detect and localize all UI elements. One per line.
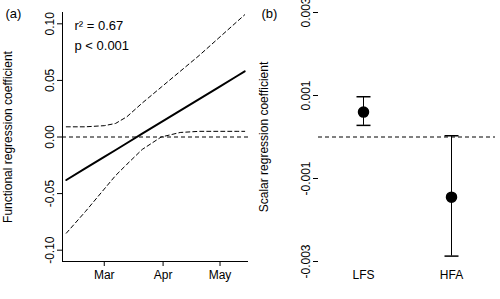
svg-text:-0.10: -0.10 <box>43 236 57 264</box>
svg-text:0.10: 0.10 <box>43 12 57 36</box>
svg-text:-0.05: -0.05 <box>43 180 57 208</box>
svg-text:-0.001: -0.001 <box>299 161 313 195</box>
svg-text:May: May <box>209 268 232 282</box>
svg-text:p < 0.001: p < 0.001 <box>75 38 130 53</box>
svg-text:0.00: 0.00 <box>43 125 57 149</box>
svg-text:(b): (b) <box>262 6 278 21</box>
svg-text:Mar: Mar <box>94 268 115 282</box>
svg-text:(a): (a) <box>6 6 22 21</box>
svg-text:r² = 0.67: r² = 0.67 <box>75 18 124 33</box>
svg-text:HFA: HFA <box>440 268 463 282</box>
svg-text:0.05: 0.05 <box>43 68 57 92</box>
svg-text:Scalar regression coefficient: Scalar regression coefficient <box>257 61 271 212</box>
svg-text:0.003: 0.003 <box>299 0 313 28</box>
svg-text:0.001: 0.001 <box>299 80 313 110</box>
svg-text:Functional regression coeffici: Functional regression coefficient <box>1 50 15 223</box>
svg-text:LFS: LFS <box>352 268 374 282</box>
svg-text:Apr: Apr <box>154 268 173 282</box>
svg-text:-0.003: -0.003 <box>299 244 313 278</box>
